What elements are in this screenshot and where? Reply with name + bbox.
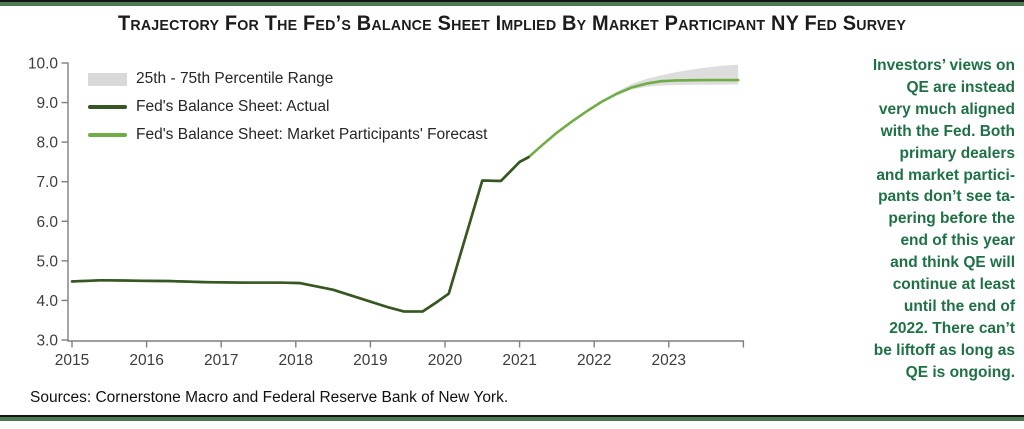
- sidebar-text-line: Investors’ views on: [872, 57, 1015, 74]
- legend-label-percentile-range: 25th - 75th Percentile Range: [136, 70, 334, 87]
- x-tick-label: 2023: [652, 352, 686, 369]
- x-tick-label: 2021: [502, 352, 536, 369]
- legend-item-actual: Fed's Balance Sheet: Actual: [88, 93, 487, 121]
- sidebar-commentary: Investors’ views on QE are instead very mu…: [829, 55, 1015, 384]
- sidebar-text-line: continue at least: [892, 276, 1015, 294]
- bottom-border: [0, 415, 1024, 421]
- y-tick-label: 9.0: [36, 95, 58, 112]
- top-border-black-line: [0, 0, 1024, 2]
- x-tick-label: 2017: [204, 352, 238, 369]
- bottom-border-green-line: [0, 417, 1024, 421]
- actual-line-swatch: [88, 105, 127, 109]
- top-border: [0, 0, 1024, 6]
- sidebar-text-line: primary dealers: [899, 144, 1015, 162]
- sidebar-text-line: QE is ongoing.: [905, 363, 1015, 381]
- sidebar-text-line: and market partici-: [876, 166, 1015, 184]
- legend: 25th - 75th Percentile Range Fed's Balan…: [88, 65, 487, 149]
- sidebar-text-line: and think QE will: [890, 254, 1015, 272]
- y-tick-label: 7.0: [36, 174, 58, 191]
- sidebar-text-line: pants don’t see ta-: [878, 188, 1015, 206]
- x-tick-label: 2019: [353, 352, 387, 369]
- y-tick-label: 4.0: [36, 293, 58, 310]
- y-tick-label: 10.0: [28, 56, 59, 73]
- sidebar-text-line: be liftoff as long as: [873, 341, 1015, 359]
- x-tick-label: 2018: [279, 352, 313, 369]
- sidebar-text-line: QE are instead: [906, 78, 1015, 96]
- percentile-band-swatch: [88, 72, 127, 86]
- sidebar-text-line: 2022. There can’t: [889, 319, 1015, 337]
- bottom-border-black-line: [0, 415, 1024, 417]
- sidebar-text-line: with the Fed. Both: [880, 122, 1015, 140]
- legend-label-forecast: Fed's Balance Sheet: Market Participants…: [136, 126, 488, 143]
- legend-label-actual: Fed's Balance Sheet: Actual: [136, 98, 330, 115]
- sources-note: Sources: Cornerstone Macro and Federal R…: [30, 389, 509, 406]
- sidebar-text-line: until the end of: [903, 297, 1015, 315]
- x-tick-label: 2020: [428, 352, 463, 369]
- chart-title: Trajectory For The Fed’s Balance Sheet I…: [117, 12, 907, 35]
- sidebar-text-line: pering before the: [888, 210, 1015, 228]
- top-border-green-line: [0, 2, 1024, 6]
- axes: [67, 62, 744, 342]
- forecast-line-swatch: [88, 133, 127, 137]
- sidebar-text-line: end of this year: [900, 232, 1015, 250]
- y-tick-label: 5.0: [36, 253, 58, 270]
- x-tick-label: 2015: [55, 352, 89, 369]
- y-tick-label: 8.0: [36, 135, 58, 152]
- sidebar-text-line: very much aligned: [878, 100, 1015, 118]
- legend-item-forecast: Fed's Balance Sheet: Market Participants…: [88, 121, 487, 149]
- y-tick-label: 6.0: [36, 214, 58, 231]
- legend-item-percentile-range: 25th - 75th Percentile Range: [88, 65, 487, 93]
- actual-line: [70, 155, 530, 313]
- y-tick-label: 3.0: [36, 333, 58, 350]
- x-tick-label: 2022: [577, 352, 611, 369]
- x-tick-label: 2016: [129, 352, 163, 369]
